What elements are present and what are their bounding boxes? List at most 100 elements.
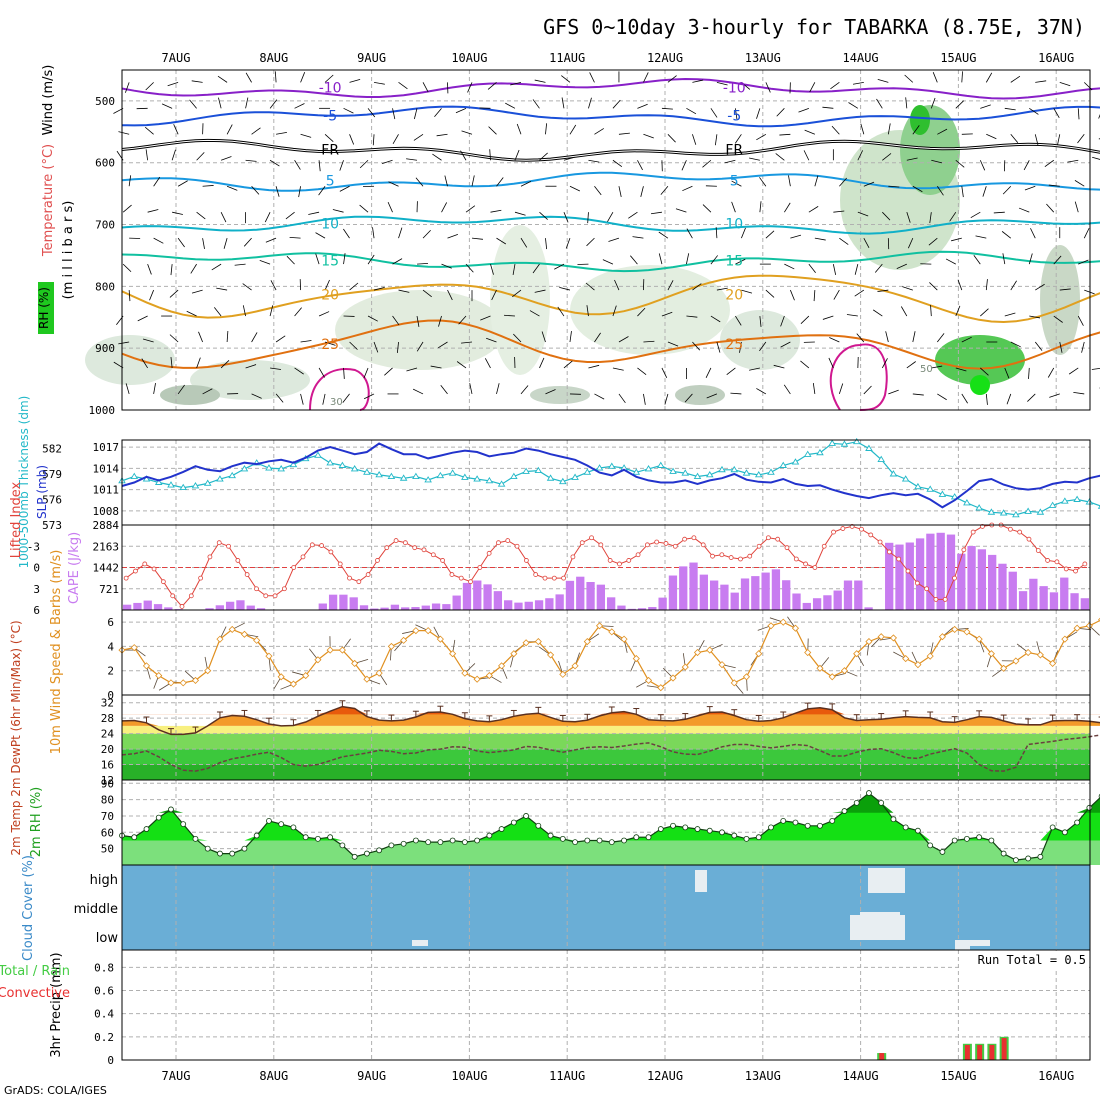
footer-credit: GrADS: COLA/IGES [4, 1084, 107, 1097]
wind-barb [637, 103, 648, 109]
wind-barb [315, 253, 320, 265]
wind-speed-marker [277, 673, 285, 681]
wind-barb [1027, 393, 1036, 402]
lifted-index-marker [496, 540, 501, 546]
temperature-contour-label: 20 [321, 288, 339, 304]
pressure-tick-label: 600 [95, 157, 115, 170]
rh-marker [351, 853, 358, 860]
cape-bar [1039, 586, 1048, 610]
rh-marker [559, 835, 566, 842]
lifted-index-marker [542, 575, 548, 581]
thickness-marker [326, 459, 334, 466]
wind-barb [322, 393, 326, 405]
rh-marker [902, 824, 909, 831]
temperature-contour-label: 5 [730, 173, 739, 189]
wind-barb [177, 180, 188, 187]
wind-barb [594, 332, 601, 343]
wind-barb [289, 236, 301, 239]
wind-barb [686, 253, 690, 265]
lifted-index-marker [961, 547, 967, 553]
cape-bar [905, 542, 914, 610]
wind-barb [490, 263, 494, 275]
cape-bar [854, 580, 863, 610]
cloud-background [122, 865, 1090, 950]
wind-barb [218, 97, 222, 109]
rh-marker [817, 822, 823, 829]
cape-bar [802, 602, 811, 610]
pressure-axis-label: (m i l l i b a r s) [61, 201, 76, 300]
thickness-marker [583, 468, 592, 475]
wind-barb [318, 160, 321, 172]
wind-barb [275, 335, 286, 343]
date-tick-top: 8AUG [259, 51, 288, 65]
wind-barb [618, 132, 630, 135]
rh-marker [363, 850, 370, 857]
wind-speed-marker [400, 636, 408, 644]
wind-barb [749, 157, 760, 161]
wind-barb [602, 259, 614, 265]
slp-tick-label: 1017 [93, 441, 120, 454]
thickness-marker [865, 444, 873, 451]
lifted-index-marker [775, 536, 781, 542]
wind-barb [122, 204, 132, 213]
wind-barb [128, 175, 132, 187]
wind-barb [172, 211, 183, 215]
wind-barb [980, 104, 991, 109]
wind-barb [294, 103, 305, 109]
rh-marker [1061, 829, 1068, 836]
wind-speed-marker [338, 646, 346, 654]
lifted-index-marker [561, 575, 567, 581]
wind-barb [863, 385, 872, 395]
wind-speed-marker [510, 650, 518, 658]
wind-barb [406, 158, 418, 161]
wind-barb [189, 99, 197, 109]
wind-barb [1046, 203, 1055, 213]
wind-barb [726, 367, 736, 376]
wind-speed-marker [767, 622, 775, 630]
wind-barb [220, 360, 230, 369]
thickness-marker [314, 451, 322, 458]
wind-barb [539, 152, 548, 161]
cloud-level-label: high [90, 873, 118, 888]
wind-barb [808, 206, 819, 213]
thickness-marker [816, 448, 824, 456]
cape-bar [483, 584, 492, 610]
wind-barb [461, 341, 473, 344]
rain-legend-label: Total / Rain [0, 964, 70, 979]
wind-speed-marker [547, 651, 555, 659]
wind-barb [905, 97, 908, 109]
wind-barb [788, 175, 791, 187]
wind-barb [961, 186, 964, 198]
wind-barb [1077, 108, 1080, 120]
date-tick-top: 10AUG [451, 51, 487, 65]
wind-barb [514, 149, 520, 161]
wind-speed-marker [706, 646, 714, 654]
cape-bar [1070, 593, 1079, 610]
wind-barb [857, 150, 864, 161]
wind-barb [852, 81, 864, 85]
wind-barb [1053, 255, 1062, 265]
rh-marker [878, 799, 885, 806]
wind-speed-marker [375, 669, 383, 677]
wind-barb [705, 367, 712, 379]
wind-barb [661, 367, 668, 379]
wind-barb [1028, 253, 1033, 265]
wind-barb [932, 72, 938, 83]
lifted-index-marker [831, 529, 836, 535]
wind-barb [586, 305, 589, 317]
rh-marker [302, 834, 309, 841]
lifted-index-marker [281, 586, 287, 592]
wind-barb [513, 333, 522, 343]
rh-shade-area [720, 310, 800, 370]
cape-bar [1080, 598, 1089, 610]
wind-speed-marker [191, 676, 200, 684]
wind-barb [681, 160, 687, 171]
wind-barb [759, 315, 762, 328]
date-tick-top: 14AUG [843, 51, 879, 65]
wind-speed-marker [142, 662, 151, 670]
wind-speed-marker [289, 680, 297, 688]
cape-bar [812, 598, 822, 610]
wind-barb [539, 211, 548, 220]
cape-bar [401, 607, 410, 610]
wind-barb [937, 393, 947, 401]
